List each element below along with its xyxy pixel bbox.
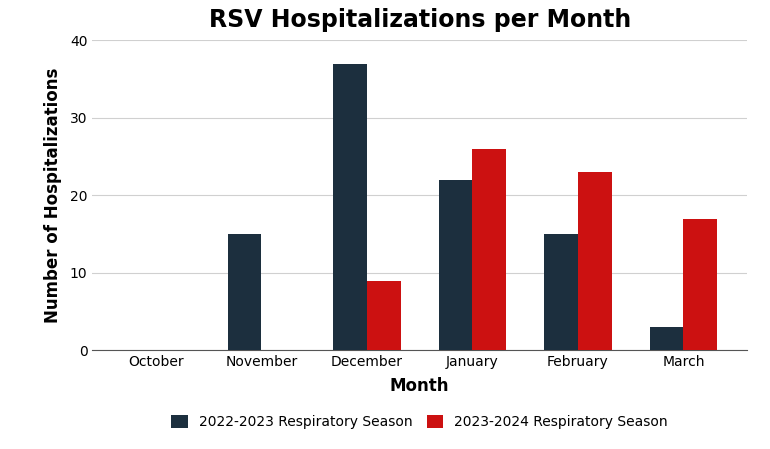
Bar — [333, 64, 367, 350]
Bar — [684, 219, 717, 350]
Title: RSV Hospitalizations per Month: RSV Hospitalizations per Month — [209, 8, 631, 31]
Y-axis label: Number of Hospitalizations: Number of Hospitalizations — [44, 68, 62, 323]
Bar — [473, 149, 506, 350]
Bar — [439, 180, 473, 350]
Bar — [228, 234, 261, 350]
Bar — [650, 327, 684, 350]
Legend: 2022-2023 Respiratory Season, 2023-2024 Respiratory Season: 2022-2023 Respiratory Season, 2023-2024 … — [164, 408, 675, 436]
X-axis label: Month: Month — [390, 378, 450, 396]
Bar — [544, 234, 578, 350]
Bar — [578, 172, 611, 350]
Bar — [367, 281, 400, 350]
